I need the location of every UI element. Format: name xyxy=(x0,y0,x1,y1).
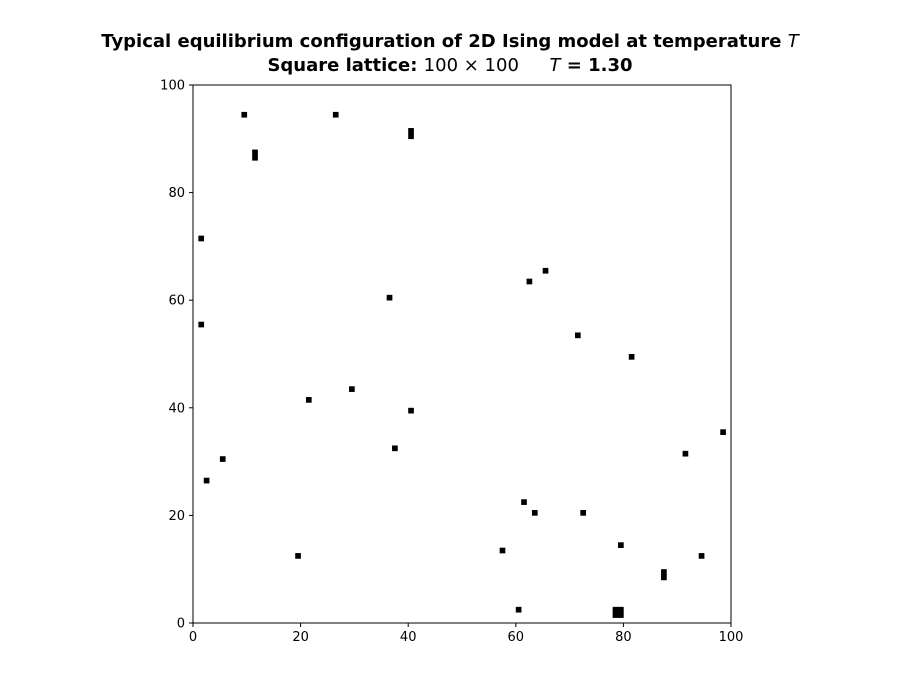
spin-cells xyxy=(198,111,726,618)
spin-down-cell xyxy=(531,510,538,516)
spin-down-cell xyxy=(574,332,581,339)
spin-down-cell xyxy=(612,612,619,618)
title-line-2: Square lattice: 100 × 100 T = 1.30 xyxy=(0,54,900,78)
spin-down-cell xyxy=(305,397,312,403)
y-tick-label: 60 xyxy=(168,294,185,309)
spin-down-cell xyxy=(682,450,689,457)
spin-down-cell xyxy=(386,294,393,301)
spin-down-cell xyxy=(628,354,635,360)
spin-down-cell xyxy=(332,111,339,118)
y-tick-label: 100 xyxy=(160,79,185,94)
plot-area xyxy=(193,85,731,623)
y-tick-label: 0 xyxy=(177,617,185,632)
chart-title: Typical equilibrium configuration of 2D … xyxy=(0,30,900,78)
title-temperature-symbol: T xyxy=(787,31,799,52)
spin-down-cell xyxy=(499,547,506,554)
spin-down-cell xyxy=(408,128,414,134)
y-tick-label: 20 xyxy=(168,509,185,524)
spin-down-cell xyxy=(515,606,522,613)
spin-down-cell xyxy=(219,456,226,462)
spin-down-cell xyxy=(542,267,549,274)
spin-down-cell xyxy=(408,407,414,414)
subtitle-prefix: Square lattice: xyxy=(267,55,418,76)
spin-down-cell xyxy=(252,154,258,161)
spin-down-cell xyxy=(198,235,205,242)
spin-down-cell xyxy=(618,606,624,613)
x-tick-label: 80 xyxy=(615,630,632,645)
y-tick-label: 40 xyxy=(168,401,185,416)
x-tick-label: 100 xyxy=(719,630,744,645)
spin-down-cell xyxy=(408,133,414,140)
y-tick-label: 80 xyxy=(168,186,185,201)
x-axis: 0 20 40 60 80 100 xyxy=(189,623,744,645)
spin-down-cell xyxy=(203,477,210,484)
spin-down-cell xyxy=(618,612,624,618)
subtitle-lattice-size: 100 × 100 xyxy=(423,55,519,76)
spin-down-cell xyxy=(198,321,205,328)
spin-down-cell xyxy=(698,553,705,559)
spin-down-cell xyxy=(349,386,355,392)
subtitle-temperature-symbol: T xyxy=(549,55,561,76)
spin-down-cell xyxy=(295,553,301,559)
x-tick-label: 0 xyxy=(189,630,197,645)
spin-down-cell xyxy=(526,278,533,285)
title-text: Typical equilibrium configuration of 2D … xyxy=(101,31,782,52)
x-tick-label: 40 xyxy=(400,630,417,645)
spin-down-cell xyxy=(521,499,527,505)
spin-down-cell xyxy=(392,445,398,452)
y-axis: 0 20 40 60 80 100 xyxy=(160,79,193,632)
spin-down-cell xyxy=(661,569,667,575)
spin-down-cell xyxy=(252,149,258,156)
spin-down-cell xyxy=(580,510,587,516)
x-tick-label: 20 xyxy=(292,630,309,645)
spin-down-cell xyxy=(618,542,624,548)
spin-down-cell xyxy=(661,574,667,581)
subtitle-temperature-value: = 1.30 xyxy=(566,55,633,76)
spin-down-cell xyxy=(612,606,619,613)
spin-down-cell xyxy=(241,111,248,118)
spin-down-cell xyxy=(720,429,726,435)
plot-frame xyxy=(192,84,732,624)
x-tick-label: 60 xyxy=(508,630,525,645)
title-line-1: Typical equilibrium configuration of 2D … xyxy=(0,30,900,54)
